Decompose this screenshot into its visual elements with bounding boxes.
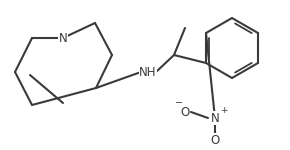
Text: +: + [220,106,227,115]
Text: N: N [59,32,67,45]
Text: NH: NH [139,66,157,78]
Text: O: O [180,105,190,118]
Text: O: O [210,134,220,147]
Text: N: N [211,111,219,124]
Text: −: − [175,98,183,108]
